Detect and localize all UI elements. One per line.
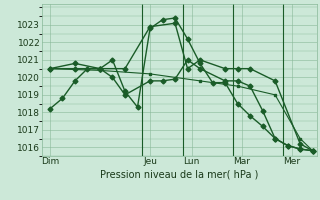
X-axis label: Pression niveau de la mer( hPa ): Pression niveau de la mer( hPa )	[100, 169, 258, 179]
